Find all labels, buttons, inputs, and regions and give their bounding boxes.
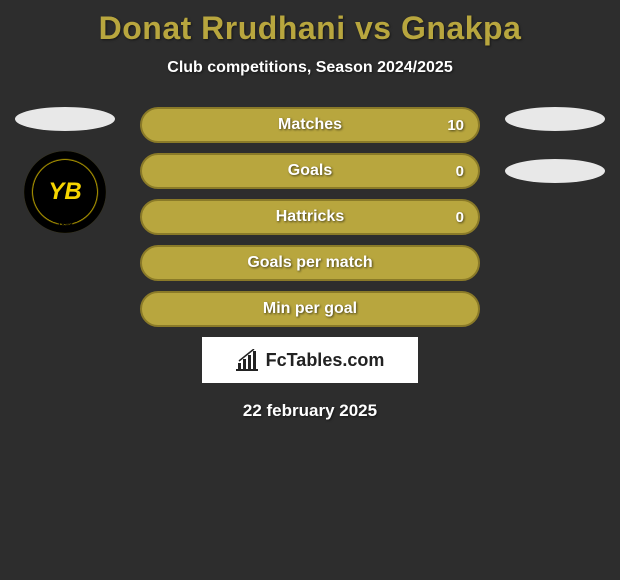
page-title: Donat Rrudhani vs Gnakpa — [0, 0, 620, 47]
stat-label: Hattricks — [276, 208, 344, 226]
club-badge-initials: YB — [48, 180, 81, 204]
club-badge-inner: YB — [33, 160, 97, 224]
stat-value-right: 0 — [456, 163, 464, 180]
stat-row-matches: Matches 10 — [140, 107, 480, 143]
stat-row-goals-per-match: Goals per match — [140, 245, 480, 281]
stat-row-min-per-goal: Min per goal — [140, 291, 480, 327]
stat-label: Matches — [278, 116, 342, 134]
left-player-column: YB 1898 — [10, 107, 120, 233]
stat-value-right: 10 — [447, 117, 464, 134]
stat-row-goals: Goals 0 — [140, 153, 480, 189]
stat-label: Min per goal — [263, 300, 357, 318]
right-player-column — [500, 107, 610, 203]
stat-value-right: 0 — [456, 209, 464, 226]
right-player-avatar-placeholder — [505, 107, 605, 131]
stat-label: Goals per match — [247, 254, 372, 272]
watermark: FcTables.com — [202, 337, 418, 383]
date: 22 february 2025 — [0, 401, 620, 421]
left-player-avatar-placeholder — [15, 107, 115, 131]
watermark-text: FcTables.com — [266, 350, 385, 371]
right-player-club-placeholder — [505, 159, 605, 183]
chart-icon — [236, 349, 260, 371]
subtitle: Club competitions, Season 2024/2025 — [0, 59, 620, 77]
stat-label: Goals — [288, 162, 332, 180]
stats-bars: Matches 10 Goals 0 Hattricks 0 Goals per… — [140, 107, 480, 327]
club-badge-year: 1898 — [57, 222, 73, 229]
left-player-club-badge: YB 1898 — [24, 151, 106, 233]
stat-row-hattricks: Hattricks 0 — [140, 199, 480, 235]
comparison-content: YB 1898 Matches 10 Goals 0 Hattricks 0 G… — [0, 107, 620, 421]
